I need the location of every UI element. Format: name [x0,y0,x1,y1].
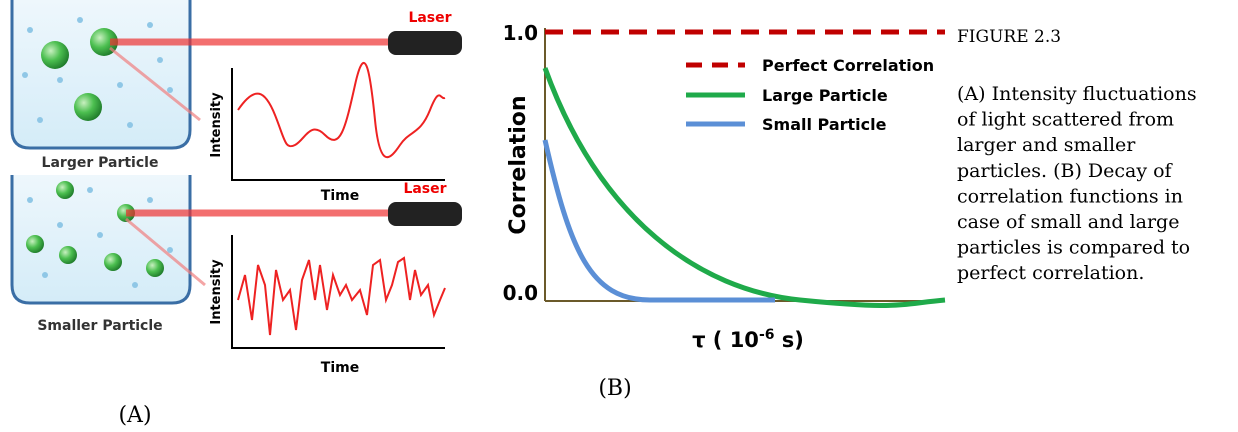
y-axis-label: Correlation [506,95,531,234]
caption-line: particles is compared to [957,237,1190,259]
panel-label: (B) [598,376,631,401]
caption-line: case of small and large [957,211,1179,233]
plot-axes [231,235,445,349]
caption-line: larger and smaller [957,134,1136,156]
legend-label: Large Particle [762,86,888,105]
x-axis-label: Time [321,360,359,376]
plot-axes [231,68,445,181]
scatter-beam [109,46,201,122]
x-axis-label: Time [321,188,359,204]
tick-label: 0.0 [503,281,538,305]
legend-label: Small Particle [762,115,887,134]
caption: (A) Intensity fluctuations of light scatt… [957,83,1197,284]
caption-line: particles. (B) Decay of [957,160,1174,182]
y-axis-label: Intensity [209,92,224,158]
large-particle-curve [542,67,946,308]
legend-label: Perfect Correlation [762,56,934,75]
scatter-beam [125,217,206,287]
x-label-unit: s) [775,328,804,352]
caption-line: perfect correlation. [957,262,1144,284]
x-label-exp: -6 [759,327,775,343]
caption-line: of light scattered from [957,109,1174,131]
caption-line: correlation functions in [957,185,1183,207]
laser-device [388,202,462,226]
intensity-trace [237,256,446,336]
caption-line: (A) Intensity fluctuations [957,83,1197,105]
laser-device [388,31,462,55]
laser-label: Laser [408,10,451,26]
small-particle-curve [542,139,775,303]
particle-label: Larger Particle [42,155,159,171]
tick-label: 1.0 [503,21,538,45]
x-label-base: τ ( 10 [692,328,759,352]
x-axis-label: τ ( 10-6 s) [692,327,804,352]
panel-label: (A) [118,403,151,428]
beaker-top [10,0,192,150]
particle-label: Smaller Particle [37,318,162,334]
intensity-trace [237,61,446,159]
y-axis-label: Intensity [209,259,224,325]
laser-label: Laser [403,181,446,197]
caption-title: FIGURE 2.3 [957,27,1061,47]
beaker-bottom [10,175,192,305]
